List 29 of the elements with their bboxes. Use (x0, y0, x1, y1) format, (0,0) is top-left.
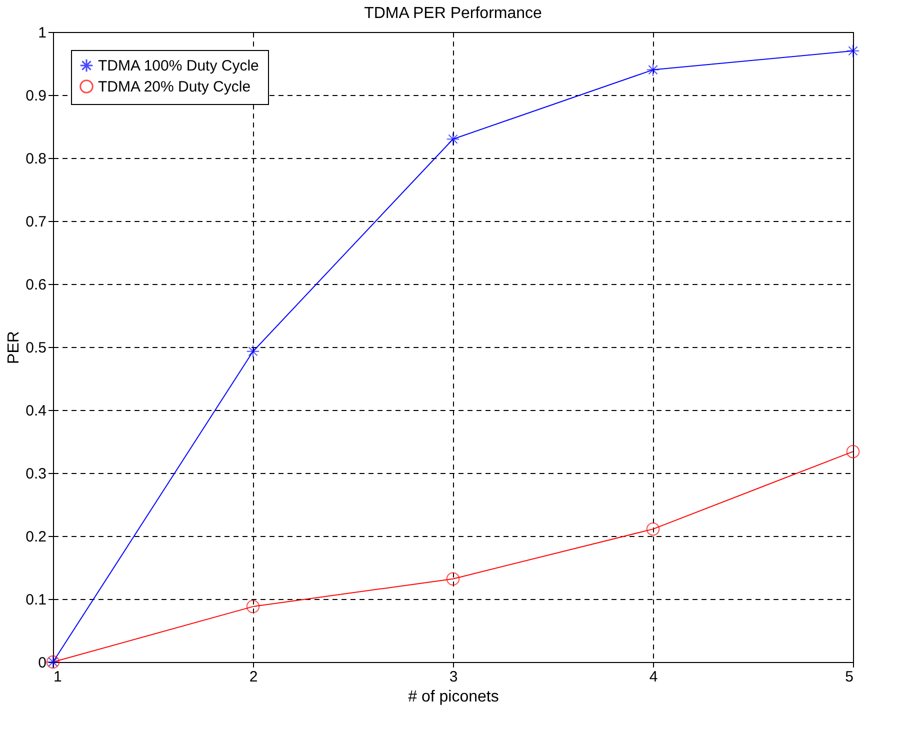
point (846, 444, 860, 458)
point (446, 132, 460, 146)
x-axis-title: # of piconets (408, 688, 499, 706)
y-tick-label: 0.5 (26, 340, 46, 356)
point (446, 572, 460, 586)
legend-label: TDMA 20% Duty Cycle (98, 78, 251, 96)
y-tick-label: 0.4 (26, 402, 46, 420)
legend-label: TDMA 100% Duty Cycle (98, 58, 259, 74)
point (646, 63, 660, 76)
y-tick-label: 0.1 (26, 592, 46, 608)
x-tick-label: 2 (249, 668, 258, 686)
y-tick-label: 1 (38, 24, 46, 42)
point (246, 600, 260, 614)
x-tick-label: 5 (845, 668, 854, 686)
y-tick-label: 0.9 (26, 88, 46, 104)
y-tick-label: 0.8 (26, 150, 46, 168)
chart-title: TDMA PER Performance (364, 5, 542, 22)
x-tick-label: 3 (449, 668, 458, 686)
point (646, 522, 660, 536)
point (846, 44, 860, 58)
x-tick-label: 4 (649, 668, 658, 686)
y-axis-title: PER (6, 331, 23, 364)
y-tick-label: 0.6 (26, 276, 46, 294)
y-tick-label: 0.3 (26, 466, 46, 482)
y-tick-label: 0 (38, 654, 46, 672)
x-tick-label: 1 (54, 668, 62, 686)
y-tick-label: 0.2 (26, 528, 46, 546)
point (246, 344, 260, 358)
y-tick-label: 0.7 (26, 214, 46, 230)
